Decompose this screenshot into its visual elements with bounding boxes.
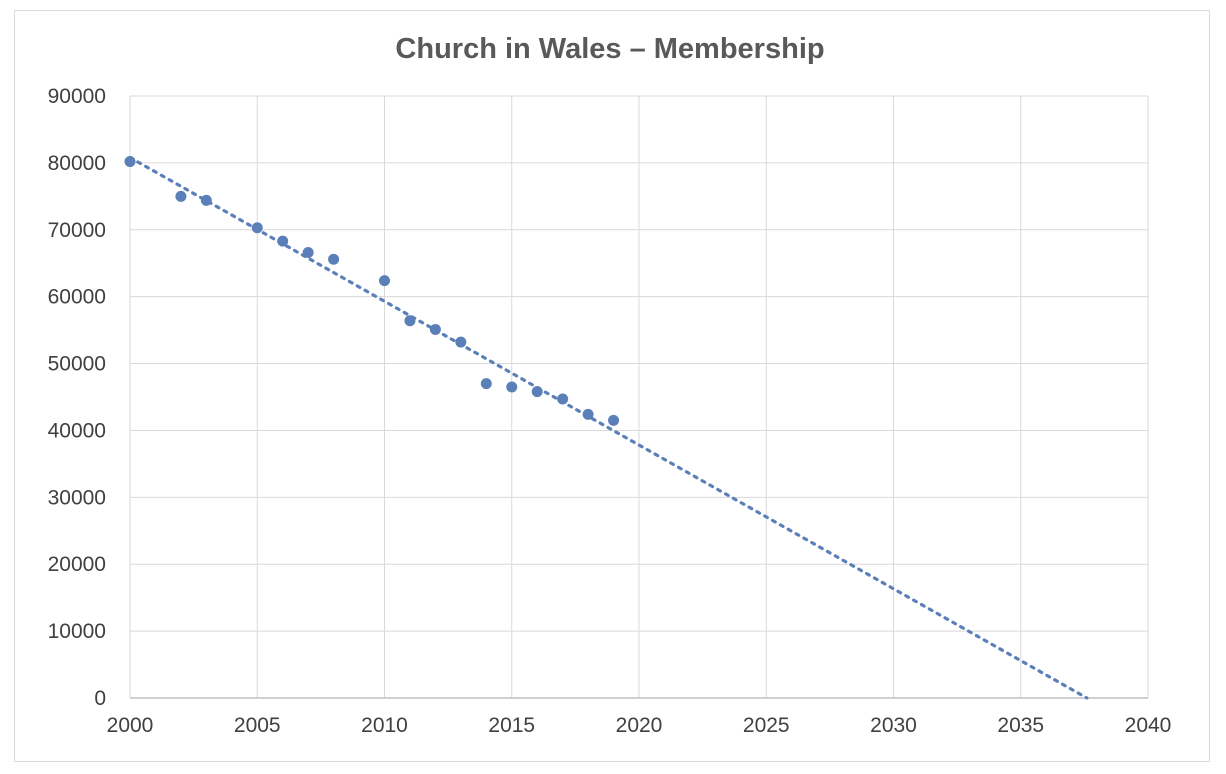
data-point	[379, 275, 390, 287]
data-point	[480, 378, 492, 390]
trendline-group	[128, 155, 1089, 700]
trendline	[128, 155, 1089, 700]
y-tick-label: 80000	[48, 152, 106, 175]
x-tick-label: 2010	[361, 714, 408, 737]
x-tick-label: 2040	[1125, 714, 1172, 737]
data-point	[175, 190, 187, 202]
data-point	[429, 323, 441, 335]
y-tick-label: 60000	[48, 286, 106, 309]
x-tick-label: 2035	[997, 714, 1044, 737]
chart-frame	[14, 10, 1210, 762]
x-tick-label: 2025	[743, 714, 790, 737]
data-point	[251, 222, 263, 234]
y-tick-label: 40000	[48, 419, 106, 442]
data-point	[328, 253, 340, 265]
data-points	[124, 156, 620, 426]
y-tick-label: 90000	[48, 85, 106, 108]
x-tick-label: 2020	[616, 714, 663, 737]
data-point	[608, 414, 620, 426]
data-point	[531, 386, 543, 398]
gridlines	[130, 95, 1149, 698]
y-tick-label: 10000	[48, 620, 106, 643]
chart-title: Church in Wales – Membership	[395, 33, 824, 65]
axes	[129, 96, 1148, 699]
x-tick-label: 2005	[234, 714, 281, 737]
data-point	[506, 381, 518, 393]
data-point	[582, 408, 594, 420]
data-point	[124, 156, 136, 168]
y-tick-label: 50000	[48, 353, 106, 376]
data-point	[455, 336, 467, 348]
y-tick-label: 30000	[48, 486, 106, 509]
data-point	[557, 393, 569, 405]
y-tick-label: 0	[94, 687, 106, 710]
x-tick-label: 2000	[107, 714, 154, 737]
y-tick-label: 20000	[48, 553, 106, 576]
data-point	[302, 247, 314, 259]
data-point	[404, 315, 416, 327]
tick-labels: 0 10000 20000 30000 40000 50000 60000 70000 8000…	[48, 85, 1172, 737]
data-point	[200, 194, 212, 206]
y-tick-label: 70000	[48, 219, 106, 242]
x-tick-label: 2015	[488, 714, 535, 737]
data-point	[277, 235, 289, 247]
x-tick-label: 2030	[870, 714, 917, 737]
